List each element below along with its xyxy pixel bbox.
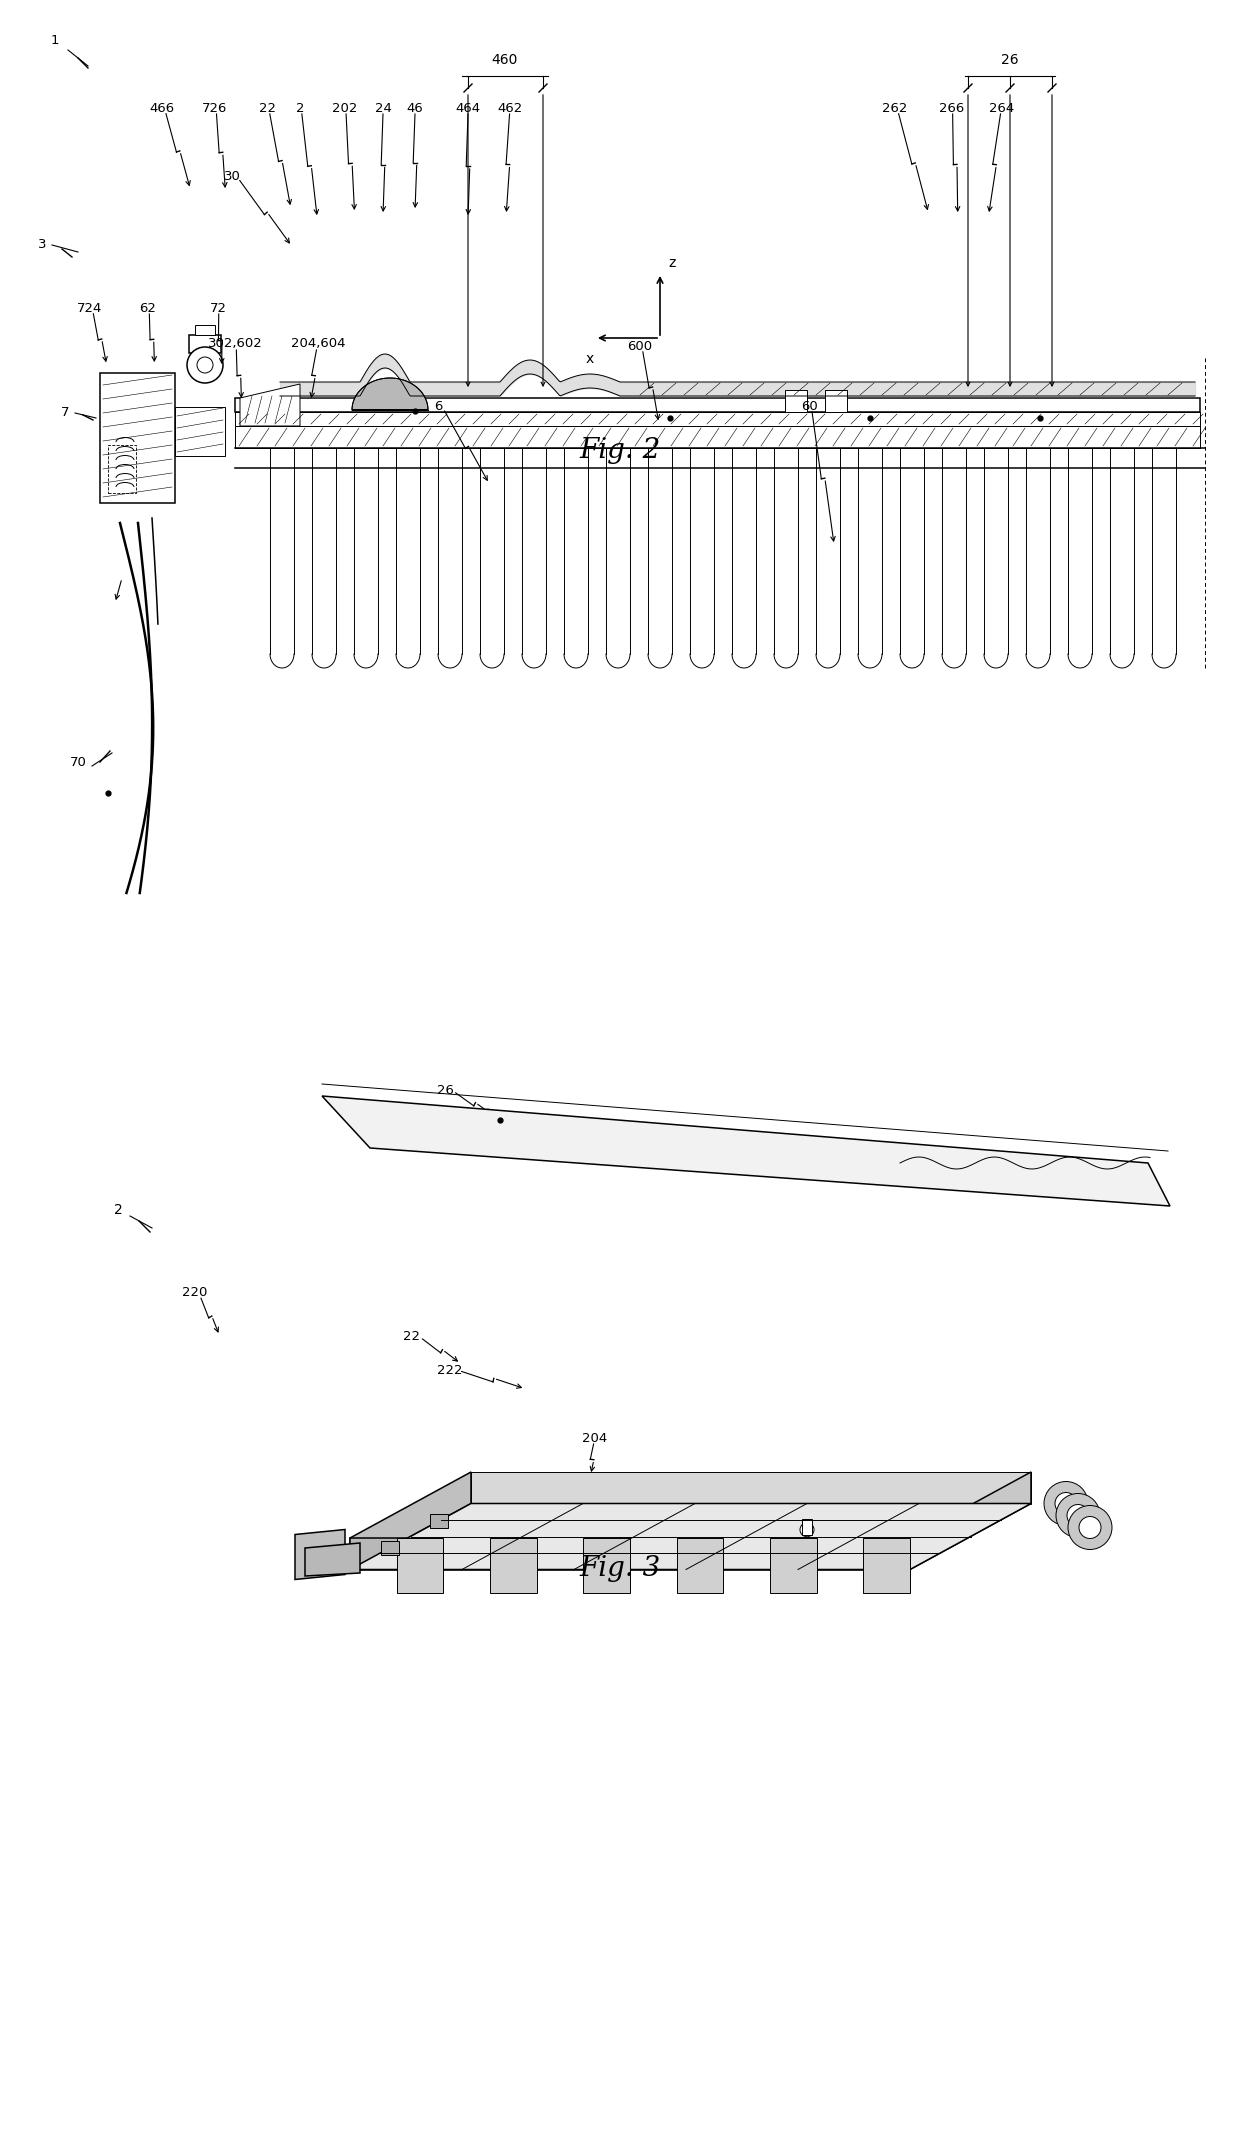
Circle shape	[1066, 1504, 1089, 1527]
Polygon shape	[350, 1538, 910, 1570]
Text: 24: 24	[374, 101, 392, 114]
Circle shape	[197, 357, 213, 374]
Text: 2: 2	[296, 101, 304, 114]
Text: 2: 2	[114, 1203, 123, 1218]
Text: 72: 72	[210, 301, 227, 314]
Bar	[382, 1540, 399, 1555]
Text: 462: 462	[497, 101, 522, 114]
Text: 264: 264	[990, 101, 1014, 114]
Text: 302,602: 302,602	[207, 337, 263, 350]
Bar	[236, 397, 1200, 412]
Bar	[825, 391, 847, 412]
Text: 46: 46	[407, 101, 423, 114]
Bar	[430, 1514, 448, 1527]
Text: 726: 726	[202, 101, 228, 114]
Bar	[802, 1519, 812, 1536]
Polygon shape	[352, 378, 428, 410]
Polygon shape	[863, 1538, 910, 1594]
Text: z: z	[668, 256, 676, 271]
Bar	[175, 406, 224, 455]
Circle shape	[1068, 1506, 1112, 1549]
Polygon shape	[910, 1471, 1030, 1570]
Text: 60: 60	[801, 400, 818, 412]
Polygon shape	[350, 1471, 471, 1570]
Text: 460: 460	[492, 54, 518, 67]
Circle shape	[1055, 1493, 1078, 1514]
Text: 266: 266	[940, 101, 965, 114]
Text: 26: 26	[436, 1083, 454, 1095]
Text: 464: 464	[455, 101, 481, 114]
Bar	[188, 335, 221, 352]
Text: 1: 1	[51, 34, 60, 47]
Text: 600: 600	[627, 339, 652, 352]
Text: 220: 220	[182, 1287, 207, 1300]
Polygon shape	[583, 1538, 630, 1594]
Text: Fig. 3: Fig. 3	[579, 1555, 661, 1581]
Text: x: x	[585, 352, 594, 365]
Circle shape	[1044, 1482, 1087, 1525]
Text: 262: 262	[883, 101, 908, 114]
Bar	[236, 412, 1200, 425]
Bar	[236, 425, 1200, 449]
Polygon shape	[490, 1538, 537, 1594]
Text: 7: 7	[61, 406, 69, 419]
Text: 22: 22	[258, 101, 275, 114]
Text: 204,604: 204,604	[290, 337, 345, 350]
Text: 222: 222	[438, 1364, 463, 1377]
Circle shape	[187, 348, 223, 382]
Text: 202: 202	[332, 101, 357, 114]
Text: Fig. 2: Fig. 2	[579, 436, 661, 464]
Polygon shape	[471, 1471, 1030, 1504]
Polygon shape	[322, 1095, 1171, 1205]
Text: 724: 724	[77, 301, 103, 314]
Polygon shape	[295, 1529, 345, 1579]
Polygon shape	[305, 1542, 360, 1577]
Bar	[785, 391, 807, 412]
Bar	[195, 324, 215, 335]
Text: 70: 70	[69, 756, 87, 769]
Bar	[100, 374, 175, 503]
Polygon shape	[677, 1538, 723, 1594]
Circle shape	[800, 1523, 813, 1536]
Text: 6: 6	[434, 400, 443, 412]
Text: 26: 26	[1001, 54, 1019, 67]
Text: 22: 22	[403, 1330, 420, 1342]
Text: 204: 204	[583, 1431, 608, 1443]
Text: 466: 466	[150, 101, 175, 114]
Text: 62: 62	[140, 301, 156, 314]
Text: 3: 3	[37, 238, 46, 251]
Circle shape	[1056, 1493, 1100, 1538]
Bar	[108, 445, 136, 494]
Polygon shape	[397, 1538, 444, 1594]
Text: 30: 30	[223, 170, 241, 183]
Polygon shape	[241, 384, 300, 425]
Polygon shape	[770, 1538, 817, 1594]
Circle shape	[1079, 1516, 1101, 1538]
Polygon shape	[350, 1504, 1030, 1570]
